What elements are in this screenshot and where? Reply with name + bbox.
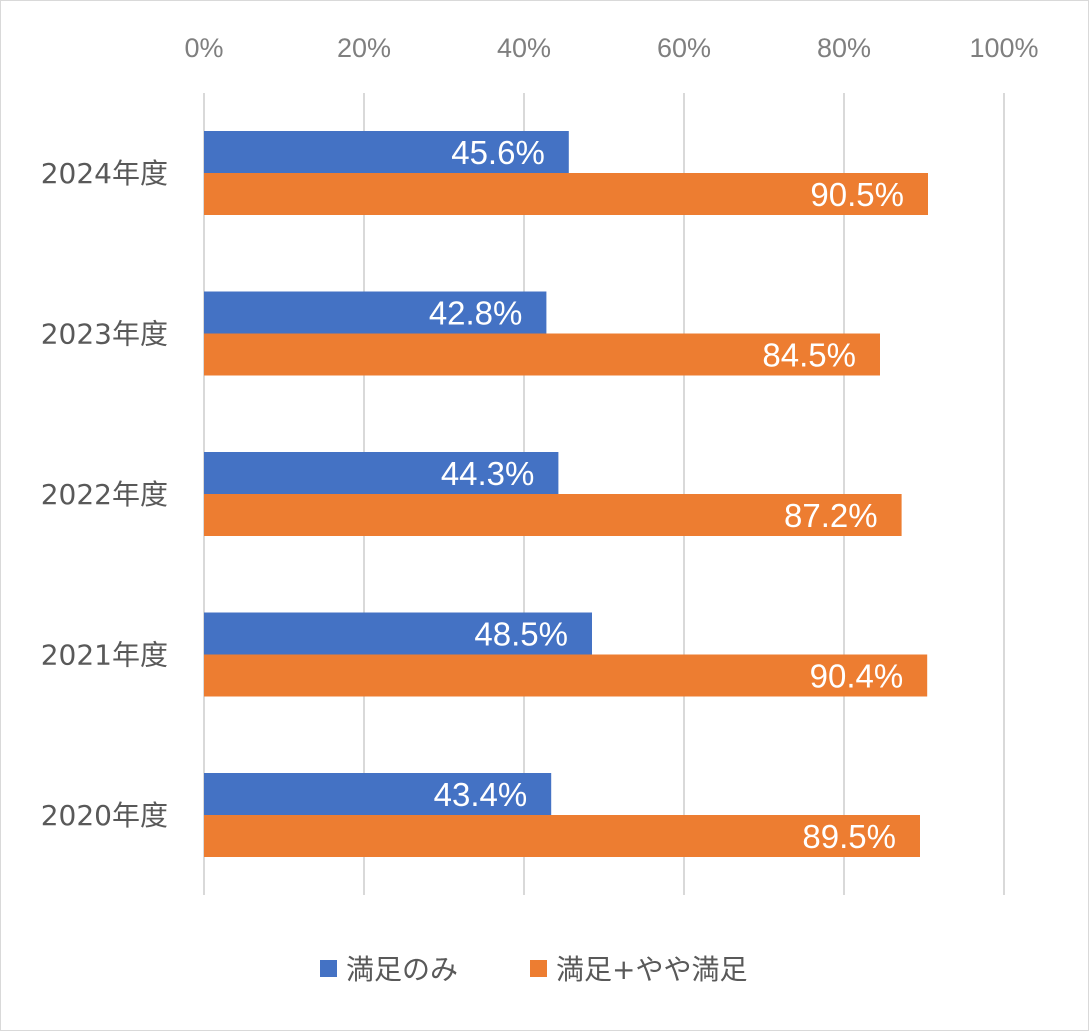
legend-label: 満足+やや満足 — [556, 953, 747, 986]
bar — [204, 173, 928, 215]
x-axis-ticks: 0% 20% 40% 60% 80% 100% — [184, 33, 1038, 63]
data-label: 89.5% — [802, 818, 896, 855]
data-label: 84.5% — [762, 337, 856, 374]
bar — [204, 494, 902, 536]
x-tick-label: 60% — [657, 33, 711, 63]
category-label: 2024年度 — [41, 157, 168, 190]
category-label: 2020年度 — [41, 799, 168, 832]
category-label: 2021年度 — [41, 639, 168, 672]
category-label: 2023年度 — [41, 318, 168, 351]
bar — [204, 654, 928, 697]
x-tick-label: 80% — [817, 33, 871, 63]
bar — [204, 612, 592, 655]
bar — [204, 773, 552, 815]
x-tick-label: 20% — [337, 33, 391, 63]
bars: 45.6% 90.5% 42.8% 84.5% 44.3% 87.2% 48.5% 90.4%… — [204, 131, 928, 857]
legend-swatch — [320, 960, 337, 977]
category-label: 2022年度 — [41, 478, 168, 511]
category-labels: 2024年度 2023年度 2022年度 2021年度 2020年度 — [41, 157, 168, 832]
data-label: 48.5% — [474, 616, 568, 653]
data-label: 44.3% — [441, 455, 535, 492]
legend-swatch — [530, 960, 547, 977]
x-tick-label: 40% — [497, 33, 551, 63]
bar — [204, 333, 880, 376]
data-label: 43.4% — [434, 776, 528, 813]
legend-label: 満足のみ — [346, 953, 458, 986]
bar — [204, 131, 569, 173]
x-tick-label: 100% — [969, 33, 1038, 63]
data-label: 45.6% — [451, 134, 545, 171]
bar — [204, 291, 547, 334]
bar — [204, 452, 559, 494]
data-label: 87.2% — [784, 497, 878, 534]
x-tick-label: 0% — [184, 33, 223, 63]
data-label: 42.8% — [429, 295, 523, 332]
data-label: 90.5% — [810, 176, 904, 213]
data-label: 90.4% — [810, 658, 904, 695]
bar — [204, 815, 920, 857]
legend: 満足のみ 満足+やや満足 — [320, 953, 747, 986]
